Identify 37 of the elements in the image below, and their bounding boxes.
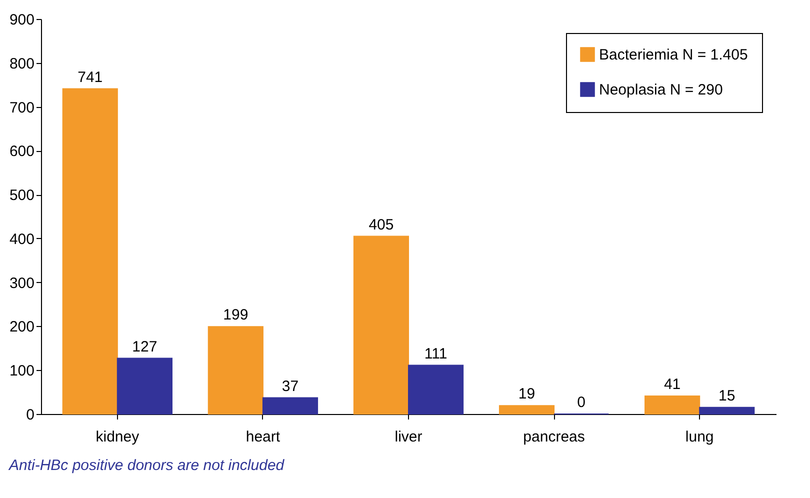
data-label: 19 (518, 386, 536, 403)
data-label: 741 (78, 68, 103, 86)
bar (208, 326, 264, 414)
x-tick-label: kidney (96, 428, 140, 446)
text: Anti-HBc positive donors are not included (8, 457, 285, 474)
data-label: 199 (223, 306, 248, 324)
bar (644, 396, 700, 414)
data-label: 405 (368, 216, 394, 234)
data-label: 37 (282, 378, 299, 395)
legend-label: Neoplasia N = 290 (599, 82, 723, 98)
bar (408, 364, 464, 414)
y-tick-label: 600 (9, 143, 34, 160)
x-tick-label: heart (246, 428, 281, 446)
bar (498, 405, 555, 414)
data-label: 41 (664, 376, 681, 394)
y-tick-label: 200 (9, 318, 34, 336)
data-label: 0 (577, 394, 586, 411)
bar (62, 88, 118, 414)
y-tick-label: 300 (9, 274, 34, 292)
y-tick-label: 800 (9, 55, 34, 72)
x-tick-label: lung (685, 428, 714, 446)
x-tick-label: liver (394, 428, 422, 446)
data-label: 15 (718, 387, 736, 404)
x-tick-label: pancreas (523, 428, 585, 446)
bar (116, 358, 172, 414)
data-label: 127 (132, 338, 158, 356)
y-tick-label: 500 (9, 187, 34, 204)
y-tick-label: 100 (9, 362, 34, 380)
bar (699, 406, 755, 414)
y-tick-label: 0 (26, 406, 34, 424)
y-tick-label: 900 (9, 12, 34, 28)
legend-label: Bacteriemia N = 1.405 (599, 46, 748, 64)
bar (353, 236, 409, 414)
bar (262, 397, 318, 414)
y-tick-label: 700 (9, 99, 34, 116)
data-label: 111 (424, 345, 448, 362)
y-tick-label: 400 (9, 230, 34, 248)
